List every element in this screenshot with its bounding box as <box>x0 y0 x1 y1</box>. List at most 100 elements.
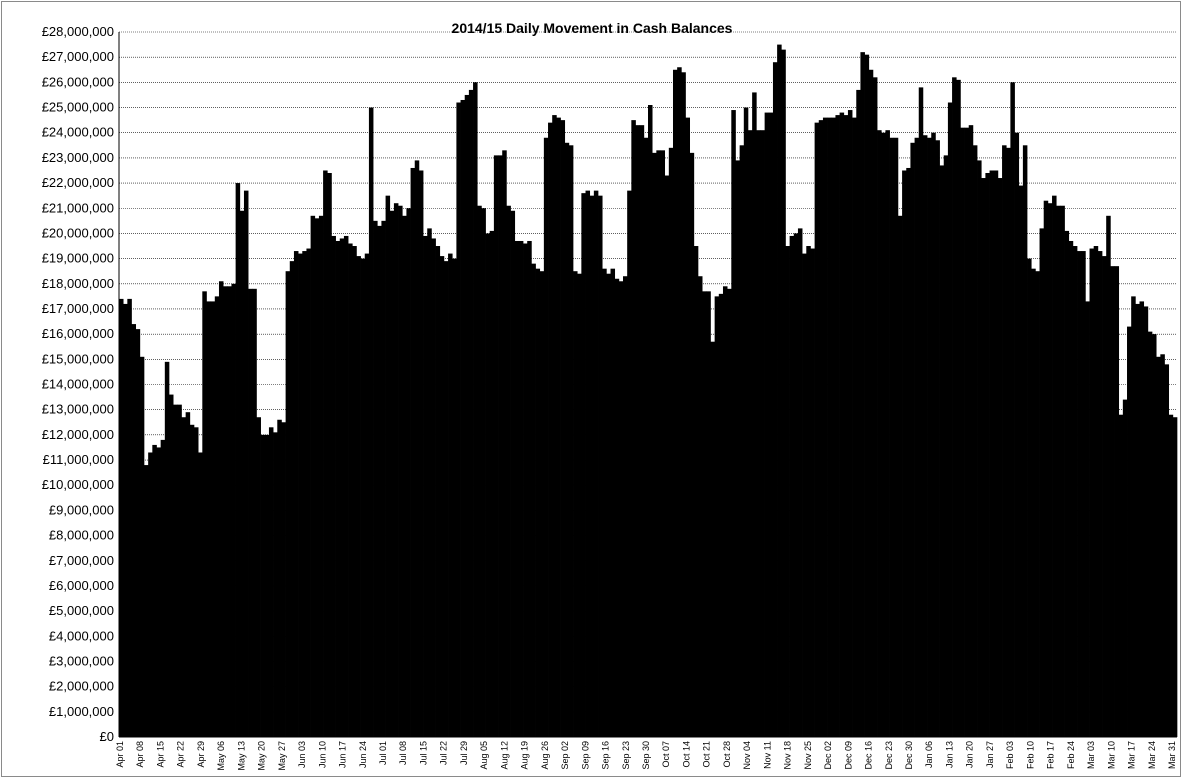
x-tick-label: Sep 30 <box>641 741 651 770</box>
bar <box>689 152 695 737</box>
bar <box>210 301 216 737</box>
bar <box>885 130 890 738</box>
bar <box>935 140 940 738</box>
bar <box>364 253 370 738</box>
bar <box>960 127 965 737</box>
bar <box>897 215 903 737</box>
bar <box>223 286 228 737</box>
bar <box>1143 306 1149 737</box>
bar <box>298 253 303 738</box>
bar <box>227 286 232 737</box>
bar <box>373 220 378 737</box>
bar <box>368 107 374 738</box>
bar <box>327 173 332 737</box>
y-tick-label: £2,000,000 <box>49 679 114 694</box>
x-tick-label: Dec 02 <box>823 741 833 770</box>
axes <box>118 32 1177 738</box>
bar <box>835 115 840 737</box>
x-tick-label: Sep 23 <box>621 741 631 770</box>
bar <box>702 291 707 737</box>
x-tick-label: Dec 23 <box>884 741 894 770</box>
bar <box>439 256 445 737</box>
bar <box>543 137 549 737</box>
bar <box>997 178 1003 738</box>
bar <box>589 195 595 738</box>
bar <box>123 303 128 737</box>
y-tick-label: £9,000,000 <box>49 502 114 517</box>
bar <box>393 203 399 737</box>
bar <box>943 155 949 737</box>
bar <box>523 243 528 737</box>
x-tick-label: Feb 24 <box>1066 741 1076 769</box>
bar <box>902 170 907 737</box>
bar <box>652 152 657 737</box>
bar <box>456 102 461 737</box>
bar <box>143 465 149 737</box>
bar <box>498 155 503 737</box>
bar <box>264 434 270 737</box>
x-tick-label: Oct 21 <box>702 741 712 768</box>
bar <box>335 240 341 737</box>
bar <box>777 44 782 737</box>
x-tick-label: Apr 22 <box>176 741 186 768</box>
bar-series <box>119 44 1178 738</box>
x-tick-label: Feb 10 <box>1025 741 1035 769</box>
bar <box>747 130 753 738</box>
bar <box>735 160 740 738</box>
bar <box>464 94 470 738</box>
x-tick-label: Nov 18 <box>783 741 793 770</box>
bar <box>477 205 482 737</box>
bar <box>964 127 970 737</box>
y-tick-label: £6,000,000 <box>49 578 114 593</box>
bar <box>248 288 253 737</box>
x-tick-label: Jul 29 <box>459 741 469 765</box>
bar <box>1047 203 1053 737</box>
x-tick-label: Oct 28 <box>722 741 732 768</box>
bar <box>1097 251 1103 737</box>
bar <box>893 137 899 737</box>
bar <box>931 132 936 737</box>
bar <box>418 170 424 737</box>
bar <box>685 117 691 738</box>
bar <box>977 160 982 738</box>
bar <box>727 288 732 737</box>
bar <box>881 132 886 737</box>
y-tick-label: £12,000,000 <box>42 427 114 442</box>
bar <box>614 278 620 737</box>
y-tick-label: £20,000,000 <box>42 225 114 240</box>
bar <box>156 447 162 737</box>
bar <box>956 79 961 737</box>
bar <box>1102 256 1107 737</box>
bar <box>843 115 849 737</box>
bar <box>277 419 282 737</box>
bar <box>514 240 520 737</box>
bar <box>293 251 299 737</box>
bar <box>910 142 915 738</box>
y-tick-label: £0 <box>100 729 114 744</box>
x-tick-label: Aug 26 <box>540 741 550 770</box>
bar <box>718 293 724 737</box>
bar <box>431 238 436 737</box>
bar <box>448 253 453 738</box>
bar <box>206 301 211 737</box>
bar <box>164 361 170 737</box>
bar <box>722 286 728 737</box>
bar <box>1014 132 1020 737</box>
x-tick-label: Nov 11 <box>762 741 772 769</box>
bar <box>460 99 466 738</box>
x-tick-label: Oct 14 <box>681 741 691 768</box>
bar <box>918 87 924 737</box>
bar <box>1135 303 1140 737</box>
bar <box>577 273 582 737</box>
y-tick-label: £17,000,000 <box>42 301 114 316</box>
bar <box>1147 331 1153 737</box>
bar <box>989 170 995 737</box>
bar <box>852 117 857 738</box>
bar <box>1172 417 1178 737</box>
y-tick-label: £7,000,000 <box>49 553 114 568</box>
bar <box>539 271 545 737</box>
bar <box>243 190 249 737</box>
x-tick-label: Mar 17 <box>1127 741 1137 769</box>
y-tick-label: £25,000,000 <box>42 100 114 115</box>
bar <box>268 427 274 737</box>
